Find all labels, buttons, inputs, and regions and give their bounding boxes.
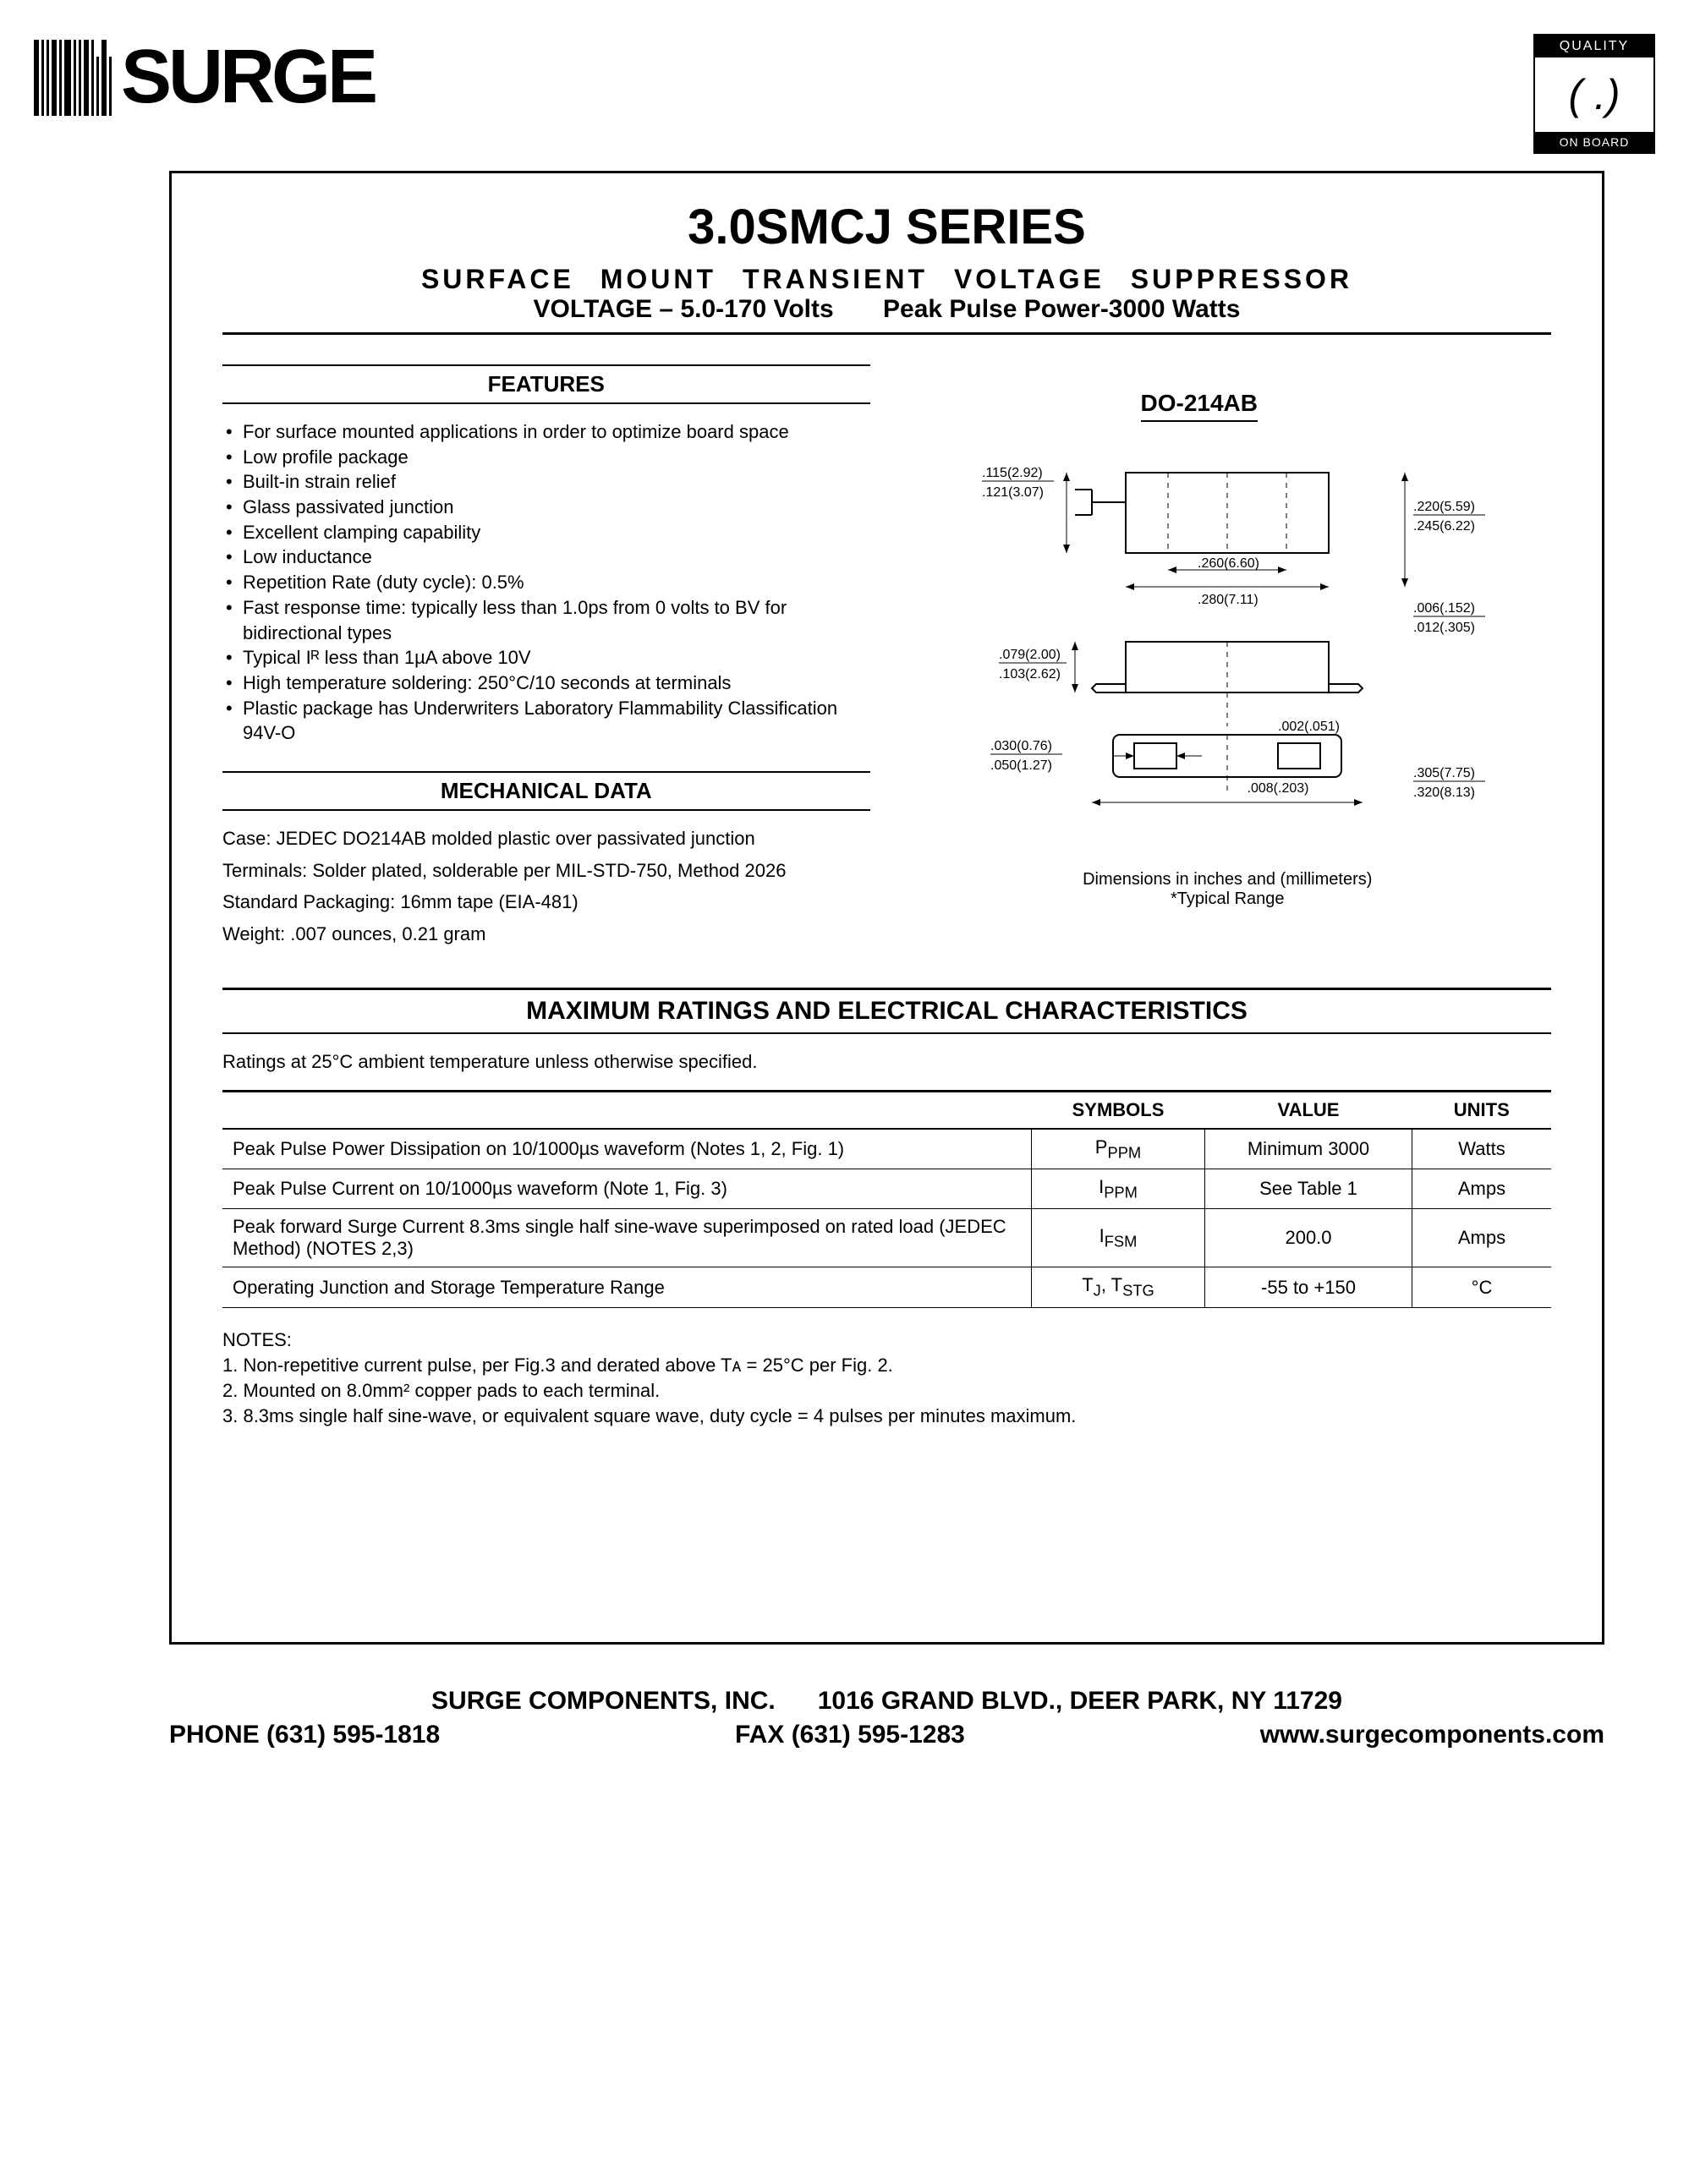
note-item: 2. Mounted on 8.0mm² copper pads to each… [222,1380,1551,1402]
footer-line1: SURGE COMPONENTS, INC. 1016 GRAND BLVD.,… [169,1687,1604,1716]
footer-line2: PHONE (631) 595-1818 FAX (631) 595-1283 … [169,1721,1604,1749]
package-diagram: .115(2.92) .121(3.07) .220(5.59) .245(6.… [965,439,1489,845]
feature-item: High temperature soldering: 250°C/10 sec… [222,671,870,696]
dim-b2: .103(2.62) [999,667,1061,681]
feature-item: Fast response time: typically less than … [222,595,870,645]
feature-item: Low profile package [222,445,870,470]
cell-value: 200.0 [1205,1209,1412,1267]
logo-text: SURGE [121,34,375,121]
dim-w2: .280(7.11) [1198,593,1259,607]
feature-item: For surface mounted applications in orde… [222,419,870,445]
series-title: 3.0SMCJ SERIES [222,199,1551,255]
features-heading: FEATURES [222,364,870,404]
table-header-row: SYMBOLS VALUE UNITS [222,1091,1551,1129]
voltage-spec: VOLTAGE – 5.0-170 Volts [534,295,834,323]
dim-o1: .305(7.75) [1413,766,1475,780]
feature-item: Built-in strain relief [222,469,870,495]
mech-item: Case: JEDEC DO214AB molded plastic over … [222,826,870,851]
ratings-heading: MAXIMUM RATINGS AND ELECTRICAL CHARACTER… [222,988,1551,1034]
quality-mid-icon: ( .) [1535,57,1653,132]
cell-symbol: PPPM [1032,1129,1205,1169]
cell-units: Amps [1412,1209,1552,1267]
company-logo: SURGE [34,34,375,121]
subtitle-product-type: SURFACE MOUNT TRANSIENT VOLTAGE SUPPRESS… [222,264,1551,295]
cell-units: Amps [1412,1169,1552,1209]
power-spec: Peak Pulse Power-3000 Watts [883,295,1240,323]
table-row: Peak Pulse Power Dissipation on 10/1000µ… [222,1129,1551,1169]
dim-b1: .079(2.00) [999,648,1061,662]
dim-l1: .030(0.76) [990,739,1052,753]
subtitle-specs: VOLTAGE – 5.0-170 Volts Peak Pulse Power… [222,295,1551,324]
dim-r2: .245(6.22) [1413,519,1475,534]
dim-w1: .260(6.60) [1198,556,1259,571]
dim-o2: .320(8.13) [1413,785,1475,800]
table-row: Operating Junction and Storage Temperatu… [222,1267,1551,1307]
cell-value: Minimum 3000 [1205,1129,1412,1169]
feature-item: Low inductance [222,545,870,570]
dim-g1: .002(.051) [1278,720,1340,734]
ratings-table: SYMBOLS VALUE UNITS Peak Pulse Power Dis… [222,1090,1551,1308]
cell-parameter: Operating Junction and Storage Temperatu… [222,1267,1032,1307]
mech-item: Weight: .007 ounces, 0.21 gram [222,922,870,947]
col-value: VALUE [1205,1091,1412,1129]
col-symbols: SYMBOLS [1032,1091,1205,1129]
notes-block: NOTES: 1. Non-repetitive current pulse, … [222,1329,1551,1427]
barcode-icon [34,40,114,116]
caption-typical: *Typical Range [904,889,1552,909]
footer-web: www.surgecomponents.com [1260,1721,1604,1749]
company-name: SURGE COMPONENTS, INC. [431,1687,776,1715]
dim-l2: .050(1.27) [990,758,1052,773]
note-item: 3. 8.3ms single half sine-wave, or equiv… [222,1405,1551,1427]
cell-units: Watts [1412,1129,1552,1169]
diagram-caption: Dimensions in inches and (millimeters) *… [904,870,1552,909]
feature-item: Glass passivated junction [222,495,870,520]
feature-item: Repetition Rate (duty cycle): 0.5% [222,570,870,595]
col-param [222,1091,1032,1129]
cell-symbol: IPPM [1032,1169,1205,1209]
footer: SURGE COMPONENTS, INC. 1016 GRAND BLVD.,… [169,1687,1604,1749]
company-address: 1016 GRAND BLVD., DEER PARK, NY 11729 [818,1687,1342,1715]
footer-phone: PHONE (631) 595-1818 [169,1721,440,1749]
feature-item: Typical Iᴿ less than 1µA above 10V [222,645,870,671]
content-frame: 3.0SMCJ SERIES SURFACE MOUNT TRANSIENT V… [169,171,1604,1645]
cell-symbol: TJ, TSTG [1032,1267,1205,1307]
dim-g2: .008(.203) [1248,781,1309,796]
divider [222,332,1551,335]
cell-units: °C [1412,1267,1552,1307]
package-name: DO-214AB [1141,390,1258,422]
table-row: Peak Pulse Current on 10/1000µs waveform… [222,1169,1551,1209]
cell-parameter: Peak Pulse Current on 10/1000µs waveform… [222,1169,1032,1209]
quality-top: QUALITY [1535,36,1653,57]
feature-item: Excellent clamping capability [222,520,870,545]
ratings-condition-note: Ratings at 25°C ambient temperature unle… [222,1051,1551,1073]
cell-parameter: Peak forward Surge Current 8.3ms single … [222,1209,1032,1267]
cell-parameter: Peak Pulse Power Dissipation on 10/1000µ… [222,1129,1032,1169]
mechanical-heading: MECHANICAL DATA [222,771,870,811]
footer-fax: FAX (631) 595-1283 [735,1721,965,1749]
note-item: 1. Non-repetitive current pulse, per Fig… [222,1355,1551,1377]
cell-value: See Table 1 [1205,1169,1412,1209]
col-units: UNITS [1412,1091,1552,1129]
dim-r1: .220(5.59) [1413,500,1475,514]
caption-units: Dimensions in inches and (millimeters) [904,870,1552,889]
dim-h1: .115(2.92) [982,466,1043,480]
notes-heading: NOTES: [222,1329,1551,1351]
dim-t2: .012(.305) [1413,621,1475,635]
dim-h2: .121(3.07) [982,485,1044,500]
mech-item: Standard Packaging: 16mm tape (EIA-481) [222,889,870,915]
cell-symbol: IFSM [1032,1209,1205,1267]
quality-bottom: ON BOARD [1535,132,1653,152]
dim-t1: .006(.152) [1413,601,1475,616]
feature-item: Plastic package has Underwriters Laborat… [222,696,870,746]
quality-badge: QUALITY ( .) ON BOARD [1533,34,1655,154]
mech-item: Terminals: Solder plated, solderable per… [222,858,870,884]
mechanical-data: Case: JEDEC DO214AB molded plastic over … [222,826,870,947]
features-list: For surface mounted applications in orde… [222,419,870,746]
table-row: Peak forward Surge Current 8.3ms single … [222,1209,1551,1267]
cell-value: -55 to +150 [1205,1267,1412,1307]
